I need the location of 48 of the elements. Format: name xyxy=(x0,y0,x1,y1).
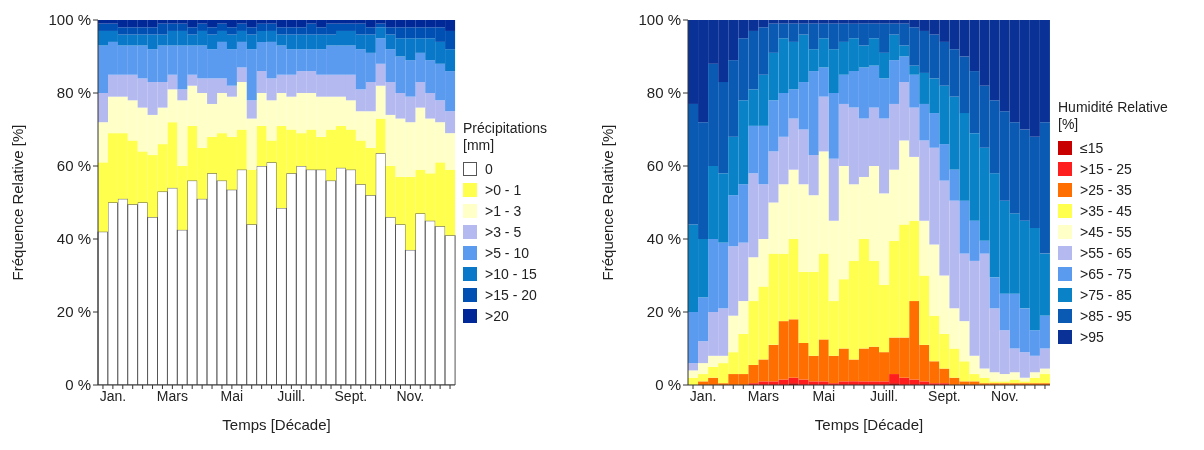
x-tick-label: Mars xyxy=(747,387,779,404)
y-tick-label: 0 % xyxy=(655,376,681,394)
legend-title: Précipitations [mm] xyxy=(463,120,549,154)
legend-label: >15 - 25 xyxy=(1080,160,1132,177)
x-tick-label: Mai xyxy=(812,387,836,404)
legend-label: >45 - 55 xyxy=(1080,223,1132,240)
x-tick-label: Juill. xyxy=(870,387,899,404)
y-tick-label: 80 % xyxy=(56,84,91,102)
y-axis-title: Fréquence Relative [%] xyxy=(9,124,27,281)
y-tick-label: 40 % xyxy=(646,230,681,248)
x-axis-title: Temps [Décade] xyxy=(222,416,331,433)
x-tick-label: Jan. xyxy=(99,387,127,404)
legend-label: >1 - 3 xyxy=(485,202,522,219)
legend-label: >3 - 5 xyxy=(485,223,522,240)
x-tick-label: Mai xyxy=(220,387,244,404)
legend-label: >5 - 10 xyxy=(485,244,529,261)
x-tick-label: Mars xyxy=(156,387,188,404)
x-tick-label: Sept. xyxy=(334,387,368,404)
legend-label: 0 xyxy=(485,160,493,177)
x-tick-label: Jan. xyxy=(689,387,717,404)
y-tick-label: 60 % xyxy=(56,157,91,175)
x-tick-label: Sept. xyxy=(928,387,961,404)
x-tick-label: Nov. xyxy=(990,387,1019,404)
y-tick-label: 80 % xyxy=(646,84,681,102)
legend-label: >55 - 65 xyxy=(1080,244,1132,261)
legend-label: >65 - 75 xyxy=(1080,265,1132,282)
y-tick-label: 0 % xyxy=(65,376,91,394)
legend-label: >20 xyxy=(485,307,509,324)
legend-title: Humidité Relative [%] xyxy=(1058,99,1168,133)
y-tick-label: 100 % xyxy=(638,11,681,29)
legend-label: >10 - 15 xyxy=(485,265,537,282)
legend-label: >75 - 85 xyxy=(1080,286,1132,303)
legend-label: >85 - 95 xyxy=(1080,307,1132,324)
x-tick-label: Juill. xyxy=(277,387,306,404)
x-axis-title: Temps [Décade] xyxy=(814,416,924,433)
y-axis-title: Fréquence Relative [%] xyxy=(599,124,617,281)
y-tick-label: 40 % xyxy=(56,230,91,248)
legend-label: >95 xyxy=(1080,328,1104,345)
y-tick-label: 20 % xyxy=(56,303,91,321)
y-tick-label: 20 % xyxy=(646,303,681,321)
legend-label: ≤15 xyxy=(1080,139,1104,156)
y-tick-label: 100 % xyxy=(48,11,91,29)
x-tick-label: Nov. xyxy=(396,387,425,404)
legend-label: >15 - 20 xyxy=(485,286,537,303)
legend-label: >35 - 45 xyxy=(1080,202,1132,219)
y-tick-label: 60 % xyxy=(646,157,681,175)
legend-label: >0 - 1 xyxy=(485,181,522,198)
legend-label: >25 - 35 xyxy=(1080,181,1132,198)
